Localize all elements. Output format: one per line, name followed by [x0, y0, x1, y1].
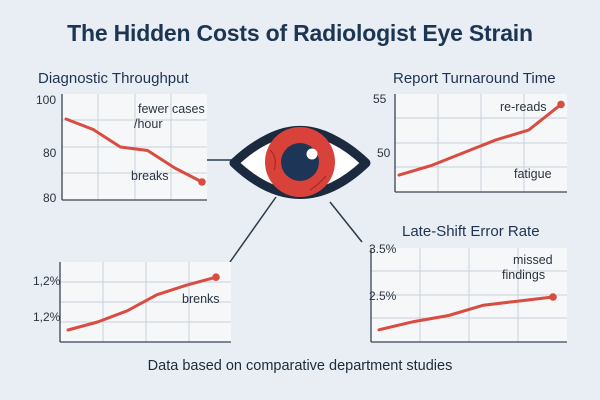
chart-report-turnaround: Report Turnaround Time 55 50 re-reads fa… — [373, 70, 567, 193]
series-end-marker — [549, 293, 557, 301]
data-series — [377, 293, 557, 332]
y-tick-label: 3.5% — [369, 242, 397, 256]
y-tick-label: 100 — [36, 93, 56, 107]
gridlines — [371, 248, 567, 342]
annotation: fatigue — [514, 167, 552, 181]
data-series — [64, 117, 206, 186]
chart-title: Report Turnaround Time — [393, 70, 556, 87]
page-title: The Hidden Costs of Radiologist Eye Stra… — [67, 20, 533, 46]
iris-vein-2 — [309, 175, 327, 191]
series-line — [397, 102, 563, 177]
series-end-marker — [557, 100, 565, 109]
gridlines — [62, 94, 207, 200]
chart-diagnostic-throughput: Diagnostic Throughput 100 80 80 fewer ca… — [36, 70, 207, 205]
eye-illustration — [229, 126, 371, 199]
iris-vein — [269, 149, 276, 171]
y-tick-label: 55 — [373, 92, 387, 106]
footer-note: Data based on comparative department stu… — [147, 358, 453, 374]
y-tick-label: 80 — [43, 146, 57, 160]
chart-breaks-rate: 1,2% 1,2% brenks — [33, 262, 231, 343]
eye-highlight — [306, 148, 318, 160]
y-tick-label: 1,2% — [33, 274, 61, 288]
annotation: findings — [502, 268, 545, 282]
connector-bottom-left — [229, 196, 277, 263]
y-tick-label: 2.5% — [369, 289, 397, 303]
annotation: brenks — [182, 292, 220, 306]
chart-title: Diagnostic Throughput — [38, 70, 189, 87]
y-tick-label: 80 — [43, 191, 57, 205]
y-tick-label: 1,2% — [33, 310, 61, 324]
y-tick-label: 50 — [377, 146, 391, 160]
series-end-marker — [198, 178, 206, 186]
series-line — [377, 295, 555, 332]
series-line — [64, 117, 204, 184]
chart-late-shift-error: Late-Shift Error Rate 3.5% 2.5% missed f… — [369, 223, 567, 343]
annotation: fewer cases — [138, 102, 205, 116]
annotation: breaks — [131, 169, 169, 183]
series-line — [66, 275, 218, 332]
data-series — [397, 100, 565, 177]
data-series — [66, 273, 220, 332]
series-end-marker — [212, 273, 220, 282]
annotation: re-reads — [500, 100, 547, 114]
connector-bottom-right — [329, 201, 363, 243]
chart-title: Late-Shift Error Rate — [402, 223, 540, 240]
annotation: missed — [513, 253, 553, 267]
annotation: /hour — [134, 117, 163, 131]
